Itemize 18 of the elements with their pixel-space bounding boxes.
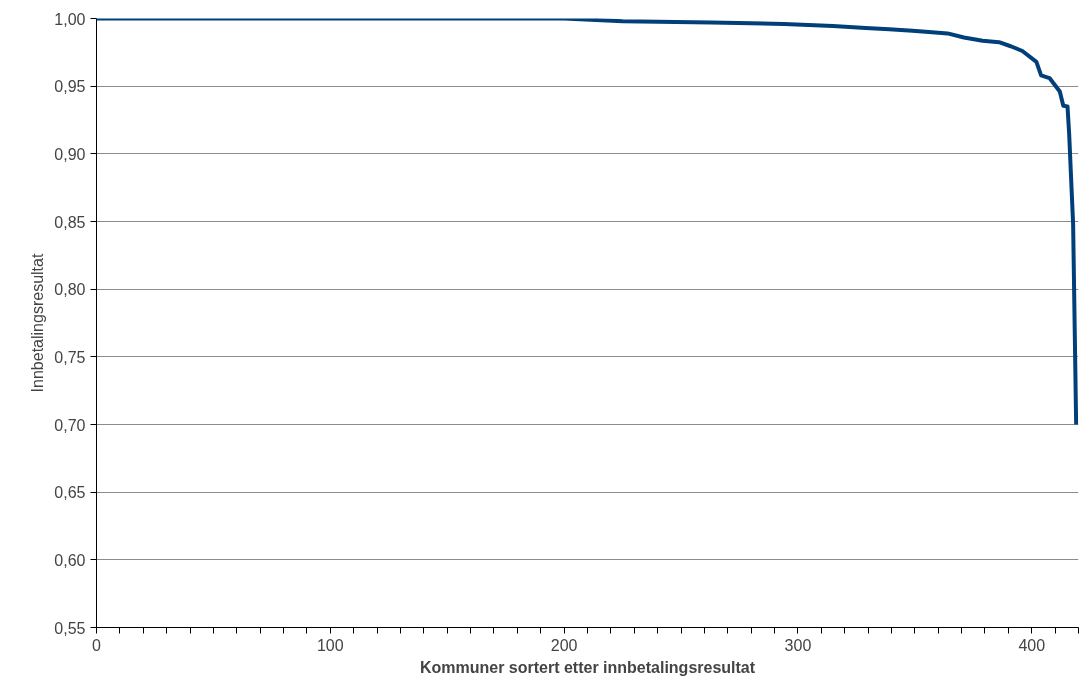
x-tick-label: 200 — [550, 636, 578, 654]
y-tick-label: 0,90 — [54, 145, 86, 163]
y-tick-label: 0,95 — [54, 78, 86, 96]
y-tick-label: 0,65 — [54, 484, 86, 502]
x-axis-title: Kommuner sortert etter innbetalingsresultat — [419, 658, 756, 676]
y-tick-label: 0,60 — [54, 551, 86, 569]
y-tick-label: 0,80 — [54, 281, 86, 299]
x-tick-label: 0 — [92, 636, 102, 654]
y-tick-label: 1,00 — [54, 10, 86, 28]
y-tick-label: 0,55 — [54, 619, 86, 637]
x-tick-label: 300 — [784, 636, 812, 654]
y-tick-label: 0,85 — [54, 213, 86, 231]
x-tick-label: 400 — [1018, 636, 1046, 654]
y-tick-label: 0,70 — [54, 416, 86, 434]
line-series — [96, 18, 1079, 427]
x-tick-label: 100 — [316, 636, 344, 654]
y-axis-title: Innbetalingsresultat — [29, 253, 47, 393]
y-tick-label: 0,75 — [54, 348, 86, 366]
